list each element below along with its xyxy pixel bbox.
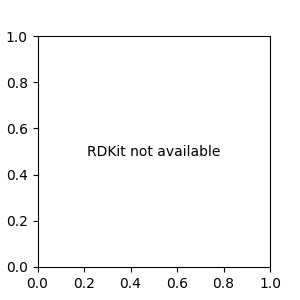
Text: RDKit not available: RDKit not available	[87, 145, 220, 158]
